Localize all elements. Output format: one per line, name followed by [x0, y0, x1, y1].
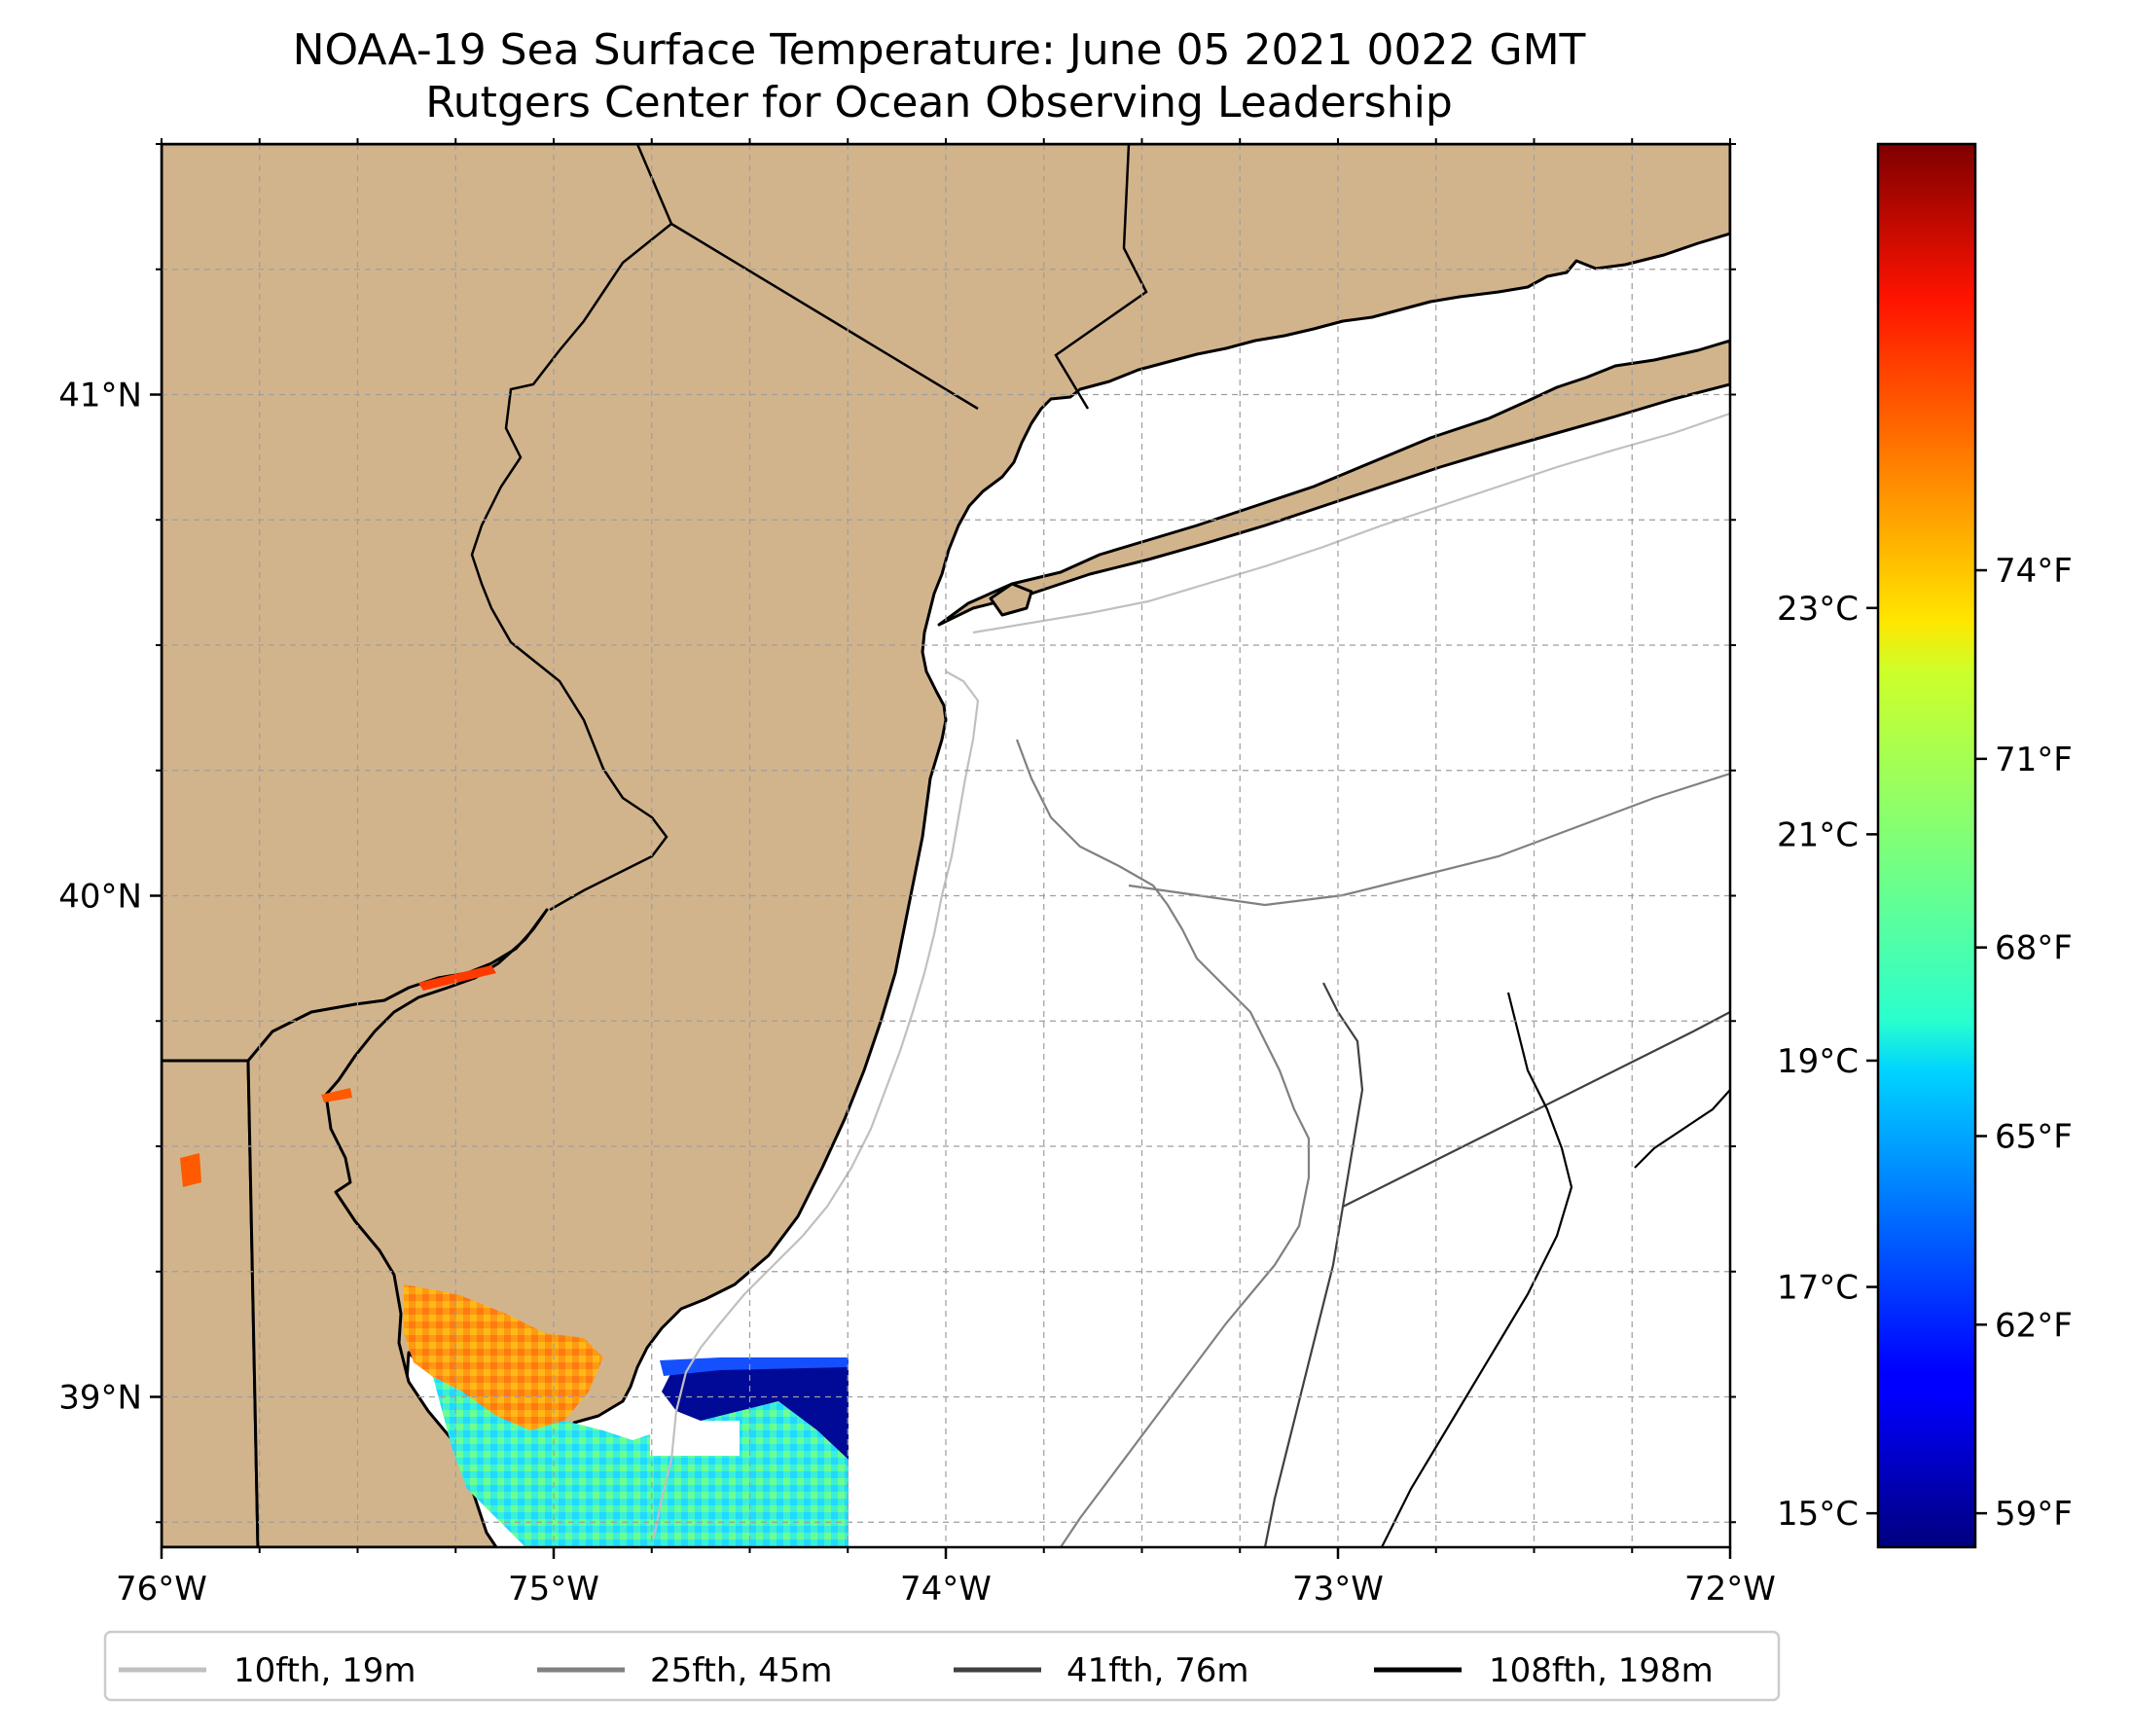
- sst-cold-edge: [660, 1357, 849, 1376]
- title-line-2: Rutgers Center for Ocean Observing Leade…: [425, 78, 1453, 127]
- sst-swath: [180, 965, 849, 1547]
- sst-cold-region: [662, 1362, 849, 1460]
- colorbar-fahrenheit-label: 71°F: [1995, 741, 2073, 779]
- colorbar-celsius-label: 19°C: [1777, 1042, 1859, 1081]
- legend-entry: 25fth, 45m: [537, 1651, 833, 1690]
- ny-ct-boundary: [1054, 144, 1148, 410]
- map-panel: 76°W 75°W 74°W 73°W 72°W 41°N 40°N 39°N: [58, 138, 1776, 1609]
- sst-warm-river-2: [321, 1088, 352, 1103]
- legend-entry: 41fth, 76m: [954, 1651, 1249, 1690]
- colorbar-celsius-label: 15°C: [1777, 1495, 1859, 1534]
- x-tick-label: 74°W: [900, 1570, 992, 1609]
- y-tick-label: 40°N: [58, 878, 142, 917]
- colorbar-celsius-label: 21°C: [1777, 815, 1859, 854]
- legend-entry: 10fth, 19m: [119, 1651, 416, 1690]
- land-long-island: [937, 339, 1730, 627]
- x-tick-label: 76°W: [116, 1570, 207, 1609]
- pa-de-boundary: [247, 998, 385, 1062]
- sst-cool-region: [433, 1377, 849, 1547]
- y-tick-label: 41°N: [58, 377, 142, 416]
- title-line-1: NOAA-19 Sea Surface Temperature: June 05…: [293, 25, 1586, 75]
- colorbar-celsius-label: 17°C: [1777, 1269, 1859, 1308]
- state-boundaries: [247, 144, 1148, 1062]
- colorbar-fahrenheit-label: 68°F: [1995, 929, 2073, 968]
- legend-box: [103, 1630, 1781, 1702]
- map-axes: 76°W 75°W 74°W 73°W 72°W 41°N 40°N 39°N: [58, 138, 1776, 1609]
- legend-entry: 108fth, 198m: [1374, 1651, 1714, 1690]
- legend: 10fth, 19m 25fth, 45m 41fth, 76m 108fth,…: [103, 1630, 1781, 1702]
- legend-label-10fth: 10fth, 19m: [234, 1651, 416, 1690]
- colorbar: 15°C 17°C 19°C 21°C 23°C 59°F 62°F 65°F 68°F 71°F…: [1777, 142, 2073, 1549]
- sst-gap: [650, 1421, 740, 1456]
- colorbar-celsius-label: 23°C: [1777, 590, 1859, 629]
- colorbar-gradient: [1878, 144, 1975, 1547]
- colorbar-frame: [1876, 142, 1977, 1549]
- colorbar-fahrenheit-label: 65°F: [1995, 1117, 2073, 1156]
- gridlines: [162, 144, 1730, 1547]
- colorbar-ticks: 15°C 17°C 19°C 21°C 23°C 59°F 62°F 65°F 68°F 71°F…: [1777, 552, 2073, 1534]
- legend-label-25fth: 25fth, 45m: [650, 1651, 833, 1690]
- y-tick-label: 39°N: [58, 1379, 142, 1418]
- colorbar-fahrenheit-label: 62°F: [1995, 1306, 2073, 1345]
- sst-warm-shore: [180, 1153, 201, 1187]
- x-tick-label: 75°W: [508, 1570, 599, 1609]
- x-tick-label: 72°W: [1684, 1570, 1776, 1609]
- colorbar-fahrenheit-label: 59°F: [1995, 1495, 2073, 1534]
- legend-label-41fth: 41fth, 76m: [1066, 1651, 1249, 1690]
- isobath-10fth: [652, 412, 1730, 1538]
- legend-label-108fth: 108fth, 198m: [1489, 1651, 1714, 1690]
- pa-nj-boundary: [470, 144, 673, 912]
- sst-warm-river-1: [418, 965, 496, 991]
- colorbar-fahrenheit-label: 74°F: [1995, 552, 2073, 591]
- land-staten-island: [989, 582, 1033, 617]
- isobath-108fth: [1381, 992, 1730, 1547]
- nj-ny-boundary: [670, 222, 979, 411]
- isobath-25fth: [1015, 739, 1730, 1547]
- isobaths: [652, 412, 1730, 1547]
- sst-warm-region: [404, 1284, 603, 1430]
- x-tick-label: 73°W: [1292, 1570, 1384, 1609]
